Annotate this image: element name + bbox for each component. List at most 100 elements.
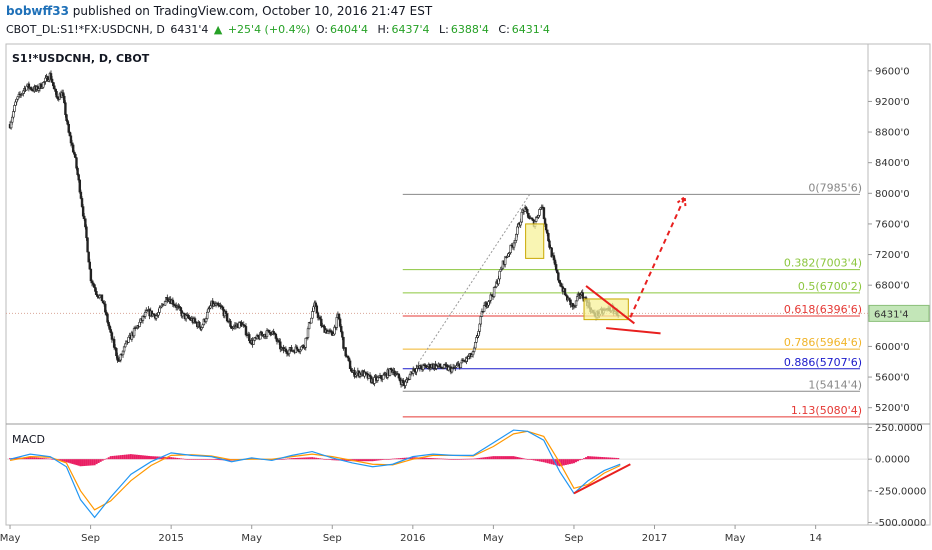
- histogram-bar: [438, 458, 441, 460]
- x-tick-label: Sep: [81, 533, 100, 544]
- histogram-bar: [576, 459, 579, 462]
- candle-body: [320, 318, 323, 327]
- candle-body: [85, 226, 88, 239]
- candle-body: [132, 328, 136, 337]
- candle-body: [138, 321, 141, 327]
- candle-body: [75, 157, 78, 169]
- y-tick-label: 5200'0: [875, 403, 910, 414]
- histogram-bar: [474, 458, 477, 460]
- candle-body: [335, 317, 339, 328]
- candle-body: [310, 317, 313, 324]
- histogram-bar: [194, 459, 197, 460]
- candle-body: [398, 377, 402, 382]
- candle-body: [88, 261, 91, 270]
- candle-body: [198, 322, 201, 328]
- candle-body: [78, 179, 82, 193]
- candle-body: [557, 272, 560, 281]
- candle-body: [538, 209, 541, 216]
- candle-body: [29, 87, 33, 90]
- candle-body: [306, 328, 310, 338]
- histogram-bar: [226, 459, 229, 461]
- candle-body: [548, 240, 551, 248]
- histogram-bar: [51, 459, 54, 460]
- histogram-bar: [508, 456, 511, 460]
- histogram-bar: [212, 459, 215, 460]
- histogram-bar: [145, 455, 148, 460]
- candle-body: [419, 365, 423, 369]
- y-tick-label: 8800'0: [875, 128, 910, 139]
- histogram-bar: [506, 456, 509, 460]
- histogram-bar: [216, 459, 219, 460]
- histogram-bar: [578, 459, 581, 461]
- candle-body: [512, 242, 516, 248]
- candle-body: [479, 316, 483, 325]
- candle-body: [509, 244, 512, 253]
- histogram-bar: [65, 459, 68, 463]
- candle-body: [112, 339, 116, 348]
- candle-body: [547, 233, 550, 242]
- histogram-bar: [498, 456, 501, 460]
- histogram-bar: [206, 459, 209, 460]
- histogram-bar: [478, 457, 481, 460]
- candle-body: [66, 120, 69, 125]
- highlight-box-top[interactable]: [525, 223, 545, 259]
- histogram-bar: [41, 458, 44, 460]
- macd-pane[interactable]: [6, 429, 868, 519]
- candle-body: [121, 350, 125, 356]
- price-text: 6431'4: [170, 23, 209, 36]
- histogram-bar: [615, 457, 618, 460]
- histogram-bar: [117, 455, 120, 460]
- histogram-bar: [492, 456, 495, 460]
- highlight-box-consolidation[interactable]: [583, 298, 629, 321]
- histogram-bar: [518, 457, 521, 460]
- candle-body: [115, 348, 118, 357]
- histogram-bar: [107, 457, 110, 460]
- y-tick-label: 7600'0: [875, 219, 910, 230]
- histogram-bar: [315, 457, 318, 460]
- histogram-bar: [196, 459, 199, 460]
- candle-body: [12, 111, 15, 118]
- fib-level-label: 0.618(6396'6): [784, 303, 862, 316]
- histogram-bar: [319, 458, 322, 460]
- histogram-bar: [613, 457, 616, 460]
- macd-divergence-line[interactable]: [573, 463, 631, 495]
- candle-body: [42, 82, 45, 88]
- author-link[interactable]: bobwff33: [6, 4, 69, 18]
- histogram-bar: [71, 459, 74, 464]
- candle-body: [575, 296, 579, 302]
- wedge-lower-line[interactable]: [606, 327, 661, 335]
- y-tick-label: 6000'0: [875, 342, 910, 353]
- candle-body: [552, 255, 556, 261]
- pane-title: S1!*USDCNH, D, CBOT: [12, 52, 150, 65]
- candle-body: [459, 362, 463, 368]
- high-label: H:: [377, 23, 390, 36]
- candle-body: [187, 314, 190, 319]
- candle-body: [15, 98, 18, 103]
- macd-line: [9, 429, 621, 519]
- histogram-bar: [288, 458, 291, 460]
- histogram-bar: [504, 456, 507, 460]
- price-pane[interactable]: 0(7985'6) 0.382(7003'4) 0.5(6700'2) 0.618(6…: [6, 70, 868, 418]
- candle-body: [54, 88, 57, 92]
- macd-axis[interactable]: 250.0000 0.0000 -250.0000 -500.0000: [868, 423, 926, 529]
- histogram-bar: [97, 459, 100, 463]
- macd-tick-label: -250.0000: [875, 486, 926, 497]
- projection-arrow-line[interactable]: [629, 196, 686, 318]
- projection-arrow-head[interactable]: [676, 195, 687, 207]
- histogram-bar: [31, 457, 34, 460]
- wedge-upper-line[interactable]: [585, 285, 635, 325]
- candle-body: [341, 331, 344, 338]
- candle-body: [477, 331, 480, 337]
- y-tick-label: 6800'0: [875, 281, 910, 292]
- candle-body: [397, 373, 401, 379]
- candle-body: [337, 313, 341, 320]
- histogram-bar: [496, 456, 499, 460]
- time-axis[interactable]: May Sep 2015 May Sep 2016 May Sep 2017 May 14: [0, 525, 822, 544]
- last-price-badge: [868, 304, 930, 322]
- candle-body: [193, 318, 197, 323]
- x-tick-label: 2017: [642, 533, 667, 544]
- histogram-bar: [61, 459, 64, 462]
- close-label: C:: [498, 23, 510, 36]
- price-axis[interactable]: 9600'0 9200'0 8800'0 8400'0 8000'0 7600'0 7200…: [868, 66, 930, 414]
